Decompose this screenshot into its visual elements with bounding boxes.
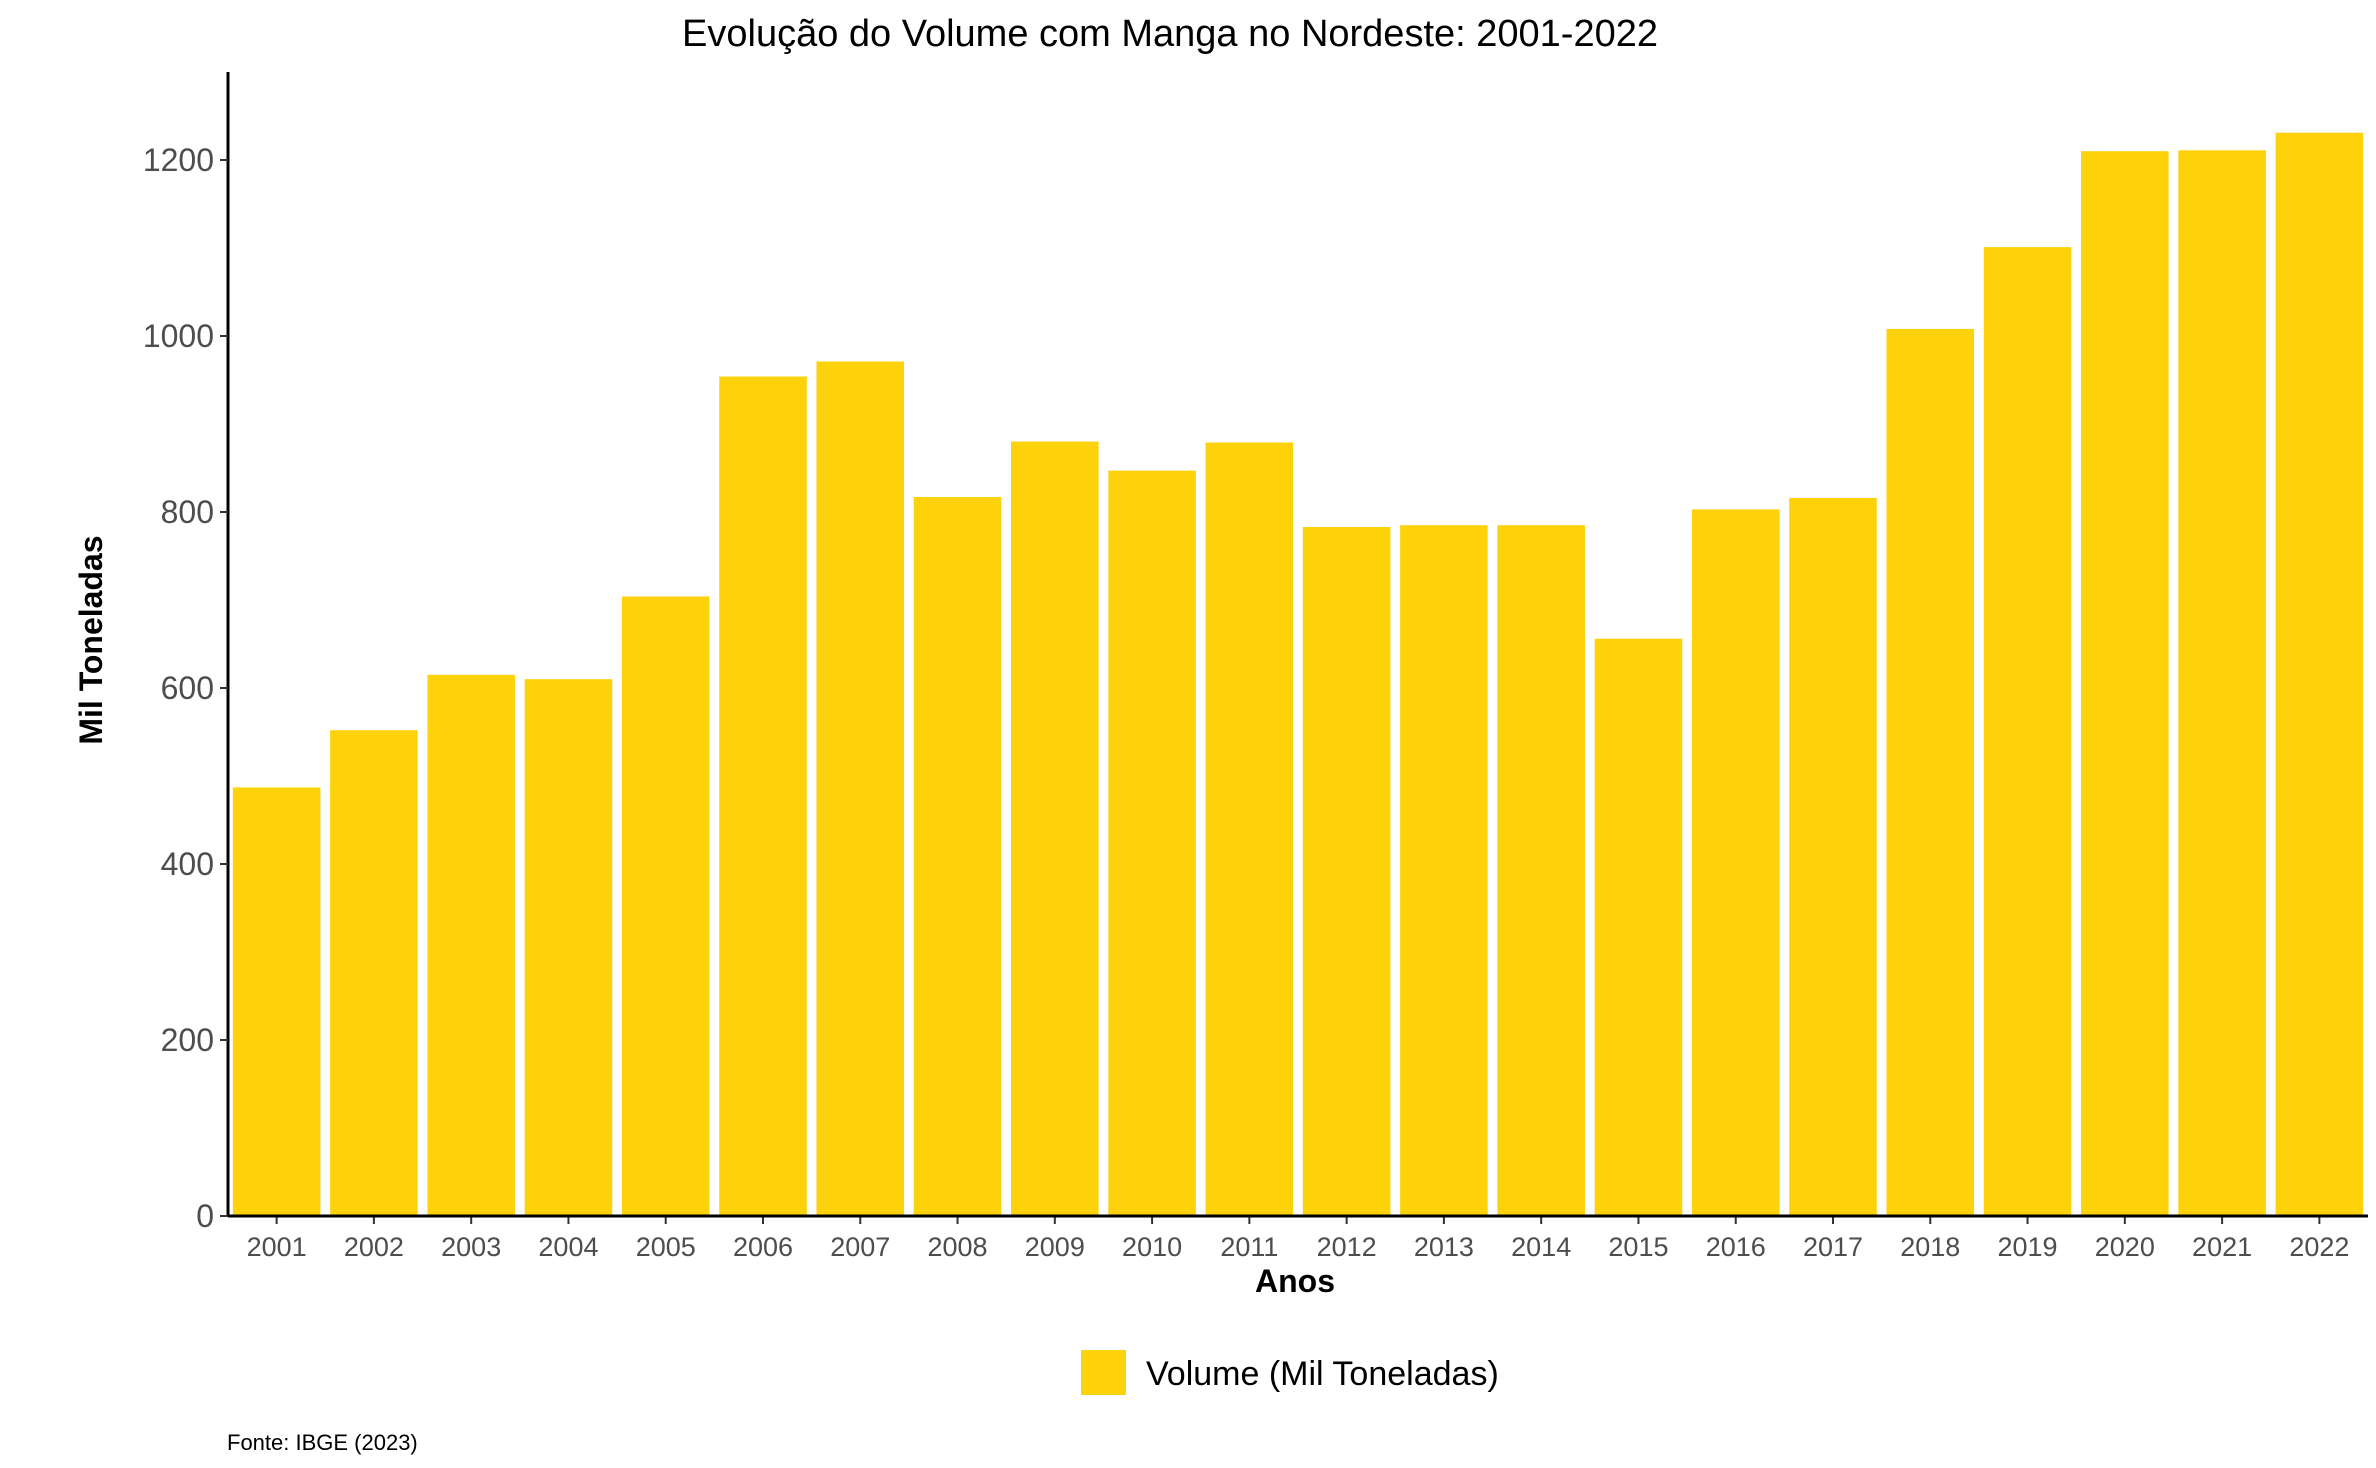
x-tick-label: 2004 <box>538 1232 598 1262</box>
y-tick-label: 800 <box>161 494 214 530</box>
bar-2009 <box>1011 441 1099 1217</box>
bar-2002 <box>330 730 418 1216</box>
bar-2019 <box>1983 247 2072 1216</box>
x-axis-title: Anos <box>1255 1263 1335 1299</box>
bar-2018 <box>1886 328 1975 1217</box>
x-tick-label: 2012 <box>1317 1232 1377 1262</box>
legend-swatch <box>1081 1350 1126 1395</box>
bar-2013 <box>1400 525 1488 1216</box>
bar-2010 <box>1108 470 1196 1216</box>
bar-2017 <box>1789 497 1877 1216</box>
x-tick-label: 2011 <box>1220 1232 1278 1262</box>
bar-2003 <box>427 674 515 1216</box>
chart-title: Evolução do Volume com Manga no Nordeste… <box>682 13 1658 55</box>
source-caption: Fonte: IBGE (2023) <box>227 1430 418 1455</box>
bar-2021 <box>2178 150 2266 1216</box>
x-tick-label: 2013 <box>1414 1232 1474 1262</box>
x-tick-label: 2002 <box>344 1232 404 1262</box>
bar-2015 <box>1594 638 1683 1216</box>
x-tick-label: 2019 <box>1998 1232 2058 1262</box>
x-tick-label: 2016 <box>1706 1232 1766 1262</box>
y-tick-label: 400 <box>161 846 214 882</box>
bar-2012 <box>1302 526 1391 1216</box>
y-axis: 0 200 400 600 800 1000 1200 <box>143 72 230 1234</box>
x-tick-label: 2020 <box>2095 1232 2155 1262</box>
bar-2014 <box>1497 525 1585 1216</box>
legend-label: Volume (Mil Toneladas) <box>1146 1355 1499 1393</box>
bar-2011 <box>1205 442 1294 1217</box>
x-axis: 2001 2002 2003 2004 2005 2006 2007 2008 2009 2010… <box>228 1214 2368 1262</box>
x-tick-label: 2015 <box>1608 1232 1668 1262</box>
x-tick-label: 2001 <box>247 1232 307 1262</box>
x-tick-label: 2006 <box>733 1232 793 1262</box>
x-tick-label: 2014 <box>1511 1232 1571 1262</box>
x-tick-label: 2018 <box>1900 1232 1960 1262</box>
bar-2008 <box>913 497 1002 1216</box>
bar-2020 <box>2081 151 2169 1217</box>
x-tick-label: 2021 <box>2192 1232 2252 1262</box>
y-tick-label: 600 <box>161 670 214 706</box>
y-axis-title: Mil Toneladas <box>73 535 109 744</box>
y-tick-label: 200 <box>161 1022 214 1058</box>
bar-2022 <box>2275 132 2364 1217</box>
x-tick-label: 2009 <box>1025 1232 1085 1262</box>
x-tick-label: 2008 <box>928 1232 988 1262</box>
x-tick-label: 2022 <box>2289 1232 2349 1262</box>
bar-2001 <box>232 787 321 1216</box>
bar-2004 <box>524 679 613 1216</box>
bar-2016 <box>1691 509 1780 1216</box>
bar-2006 <box>719 376 807 1217</box>
x-tick-label: 2005 <box>636 1232 696 1262</box>
y-tick-label: 0 <box>196 1198 214 1234</box>
bar-2005 <box>621 596 710 1216</box>
legend: Volume (Mil Toneladas) <box>1081 1350 1499 1395</box>
y-tick-label: 1000 <box>143 318 214 354</box>
x-tick-label: 2007 <box>830 1232 890 1262</box>
x-tick-label: 2017 <box>1803 1232 1863 1262</box>
x-tick-label: 2010 <box>1122 1232 1182 1262</box>
bars-group <box>232 132 2364 1217</box>
bar-2007 <box>816 361 905 1216</box>
x-tick-label: 2003 <box>441 1232 501 1262</box>
y-tick-label: 1200 <box>143 142 214 178</box>
